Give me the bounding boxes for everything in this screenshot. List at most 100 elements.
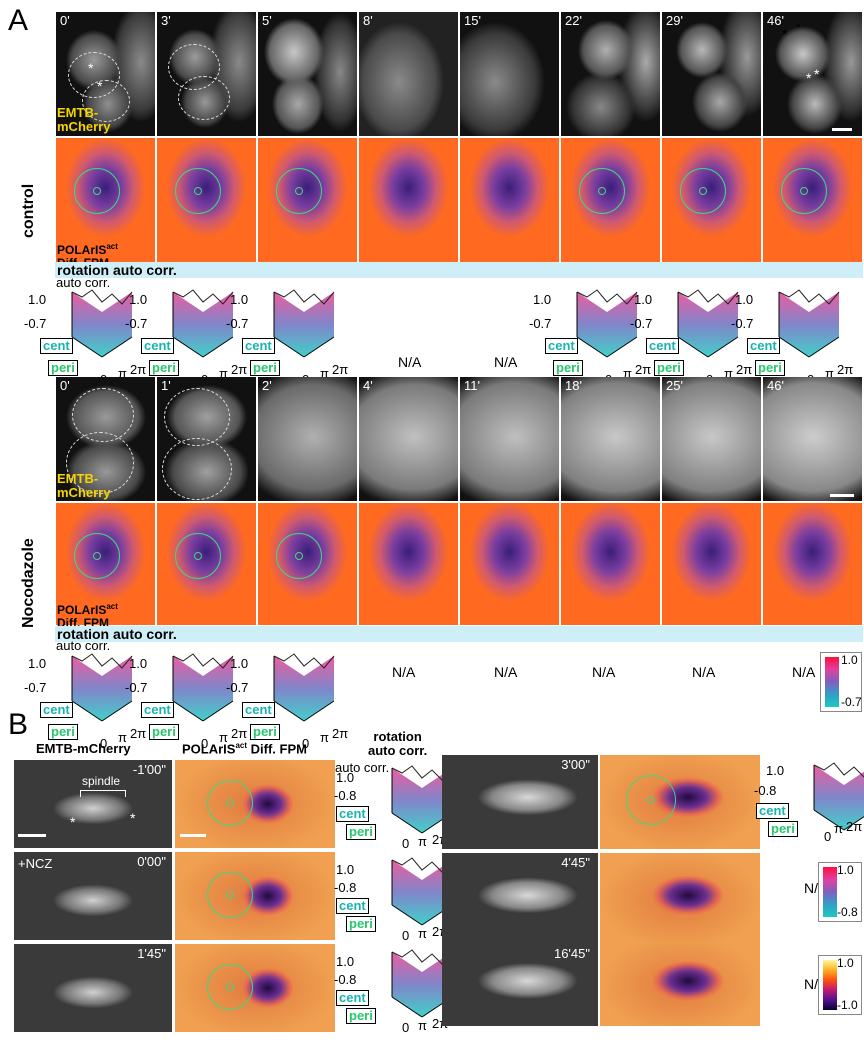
colorbar-a-min: -0.7 bbox=[841, 695, 862, 709]
control-ytop-5: 1.0 bbox=[533, 292, 552, 307]
noc-na-25: N/A bbox=[692, 664, 716, 680]
control-peri-7: peri bbox=[755, 360, 785, 376]
nocodazole-emtb-tile-4: 11' bbox=[460, 377, 559, 501]
control-emtb-time-1: 3' bbox=[161, 13, 171, 28]
noc-na-11: N/A bbox=[494, 664, 518, 680]
control-x2pi-6: 2π bbox=[736, 362, 753, 377]
nocodazole-x2pi-0: 2π bbox=[130, 726, 147, 741]
nocodazole-fpm-tile-0 bbox=[56, 503, 155, 625]
nocodazole-ybot-1: -0.7 bbox=[125, 680, 148, 695]
colorbar-b2-max: 1.0 bbox=[837, 956, 854, 970]
control-cent-5: cent bbox=[545, 338, 578, 354]
b-fpm-right-1 bbox=[600, 853, 760, 947]
b-emtb-tile-2: 1'45" bbox=[14, 944, 172, 1032]
control-rotation-band: rotation auto corr. bbox=[55, 262, 863, 278]
nocodazole-x2pi-1: 2π bbox=[231, 726, 248, 741]
colorbar-a-max: 1.0 bbox=[841, 653, 858, 667]
control-cent-2: cent bbox=[242, 338, 275, 354]
b-fpm-right-dot bbox=[647, 796, 655, 804]
nocodazole-peri-2: peri bbox=[250, 724, 280, 740]
control-peri-2: peri bbox=[250, 360, 280, 376]
nocodazole-emtb-time-6: 25' bbox=[666, 378, 683, 393]
control-emtb-time-3: 8' bbox=[363, 13, 373, 28]
control-cent-0: cent bbox=[40, 338, 73, 354]
control-star-6: * bbox=[814, 66, 820, 82]
control-emtb-tile-3: 8' bbox=[359, 12, 458, 136]
colorbar-b1: 1.0 -0.8 bbox=[818, 862, 862, 922]
nocodazole-fpm-dot-0 bbox=[93, 552, 101, 560]
nocodazole-x0-0: 0 bbox=[100, 736, 108, 751]
b-right-xpi: π bbox=[834, 821, 843, 836]
b-fpm-tile-1 bbox=[175, 852, 335, 940]
nocodazole-emtb-time-1: 1' bbox=[161, 378, 171, 393]
b-left-ybot-1: -0.8 bbox=[334, 880, 357, 895]
control-emtb-tile-5: 22' bbox=[561, 12, 660, 136]
control-ytop-0: 1.0 bbox=[28, 292, 47, 307]
control-fpm-dot-0 bbox=[93, 187, 101, 195]
nocodazole-emtb-label: EMTB- mCherry bbox=[57, 471, 111, 500]
control-fpm-ring-2 bbox=[276, 168, 322, 214]
b-right-peri: peri bbox=[768, 821, 798, 837]
b-emtb-right-2: 16'45" bbox=[442, 944, 598, 1026]
control-ybot-7: -0.7 bbox=[731, 316, 754, 331]
control-xpi-5: π bbox=[623, 366, 632, 381]
b-spindle-star-1: * bbox=[70, 814, 76, 830]
noc-cell-outline-2b bbox=[162, 438, 232, 500]
control-fpm-dot-1 bbox=[194, 187, 202, 195]
control-fpm-dot-2 bbox=[295, 187, 303, 195]
b-time-left-0: -1'00" bbox=[132, 762, 166, 777]
control-fpm-tile-3 bbox=[359, 138, 458, 262]
colorbar-b2-min: -1.0 bbox=[837, 998, 858, 1012]
control-fpm-tile-7 bbox=[763, 138, 862, 262]
nocodazole-emtb-tile-5: 18' bbox=[561, 377, 660, 501]
nocodazole-fpm-tile-4 bbox=[460, 503, 559, 625]
colorbar-b2: 1.0 -1.0 bbox=[818, 955, 862, 1015]
colorbar-b1-gradient bbox=[823, 867, 837, 917]
control-na-15min: N/A bbox=[494, 354, 518, 370]
b-scale-bar-emtb bbox=[18, 834, 46, 837]
nocodazole-fpm-tile-7 bbox=[763, 503, 862, 625]
b-spindle-star-2: * bbox=[130, 810, 136, 826]
nocodazole-cent-2: cent bbox=[242, 702, 275, 718]
b-header-fpm-sup: act bbox=[235, 741, 248, 750]
b-left-x0-2: 0 bbox=[402, 1020, 410, 1035]
nocodazole-fpm-tile-1 bbox=[157, 503, 256, 625]
b-fpm-dot-2 bbox=[226, 983, 234, 991]
b-spindle-bracket bbox=[80, 790, 126, 797]
nocodazole-emtb-time-3: 4' bbox=[363, 378, 373, 393]
control-fpm-ring-5 bbox=[579, 168, 625, 214]
control-fpm-dot-5 bbox=[598, 187, 606, 195]
control-fpm-tile-1 bbox=[157, 138, 256, 262]
control-fpm-tile-0 bbox=[56, 138, 155, 262]
b-left-xpi-2: π bbox=[418, 1018, 427, 1033]
control-fpm-ring-7 bbox=[781, 168, 827, 214]
control-plot-1 bbox=[143, 282, 243, 382]
b-left-ytop-2: 1.0 bbox=[336, 954, 355, 969]
control-emtb-time-5: 22' bbox=[565, 13, 582, 28]
control-emtb-tile-2: 5' bbox=[258, 12, 357, 136]
nocodazole-cent-0: cent bbox=[40, 702, 73, 718]
b-fpm-ring-1 bbox=[207, 872, 253, 918]
control-star-3: * bbox=[782, 26, 788, 42]
control-ybot-0: -0.7 bbox=[24, 316, 47, 331]
control-xpi-6: π bbox=[724, 366, 733, 381]
control-peri-5: peri bbox=[553, 360, 583, 376]
control-ybot-2: -0.7 bbox=[226, 316, 249, 331]
noc-fpm-label-sup: act bbox=[106, 602, 118, 611]
control-plot-2 bbox=[244, 282, 344, 382]
noc-scale-bar bbox=[830, 494, 854, 497]
control-x2pi-7: 2π bbox=[837, 362, 854, 377]
control-ytop-2: 1.0 bbox=[230, 292, 249, 307]
control-star-4: * bbox=[796, 22, 801, 34]
noc-autocorr-ylabel: auto corr. bbox=[56, 638, 111, 653]
control-ytop-7: 1.0 bbox=[735, 292, 754, 307]
control-x2pi-2: 2π bbox=[332, 362, 349, 377]
nocodazole-emtb-tile-7: 46' bbox=[763, 377, 862, 501]
nocodazole-emtb-tile-2: 2' bbox=[258, 377, 357, 501]
b-time-left-2: 1'45" bbox=[137, 946, 166, 961]
b-left-x0-0: 0 bbox=[402, 836, 410, 851]
b-left-ytop-1: 1.0 bbox=[336, 862, 355, 877]
nocodazole-rotation-band: rotation auto corr. bbox=[55, 626, 863, 642]
b-time-right-1: 4'45" bbox=[561, 855, 590, 870]
nocodazole-fpm-ring-0 bbox=[74, 533, 120, 579]
